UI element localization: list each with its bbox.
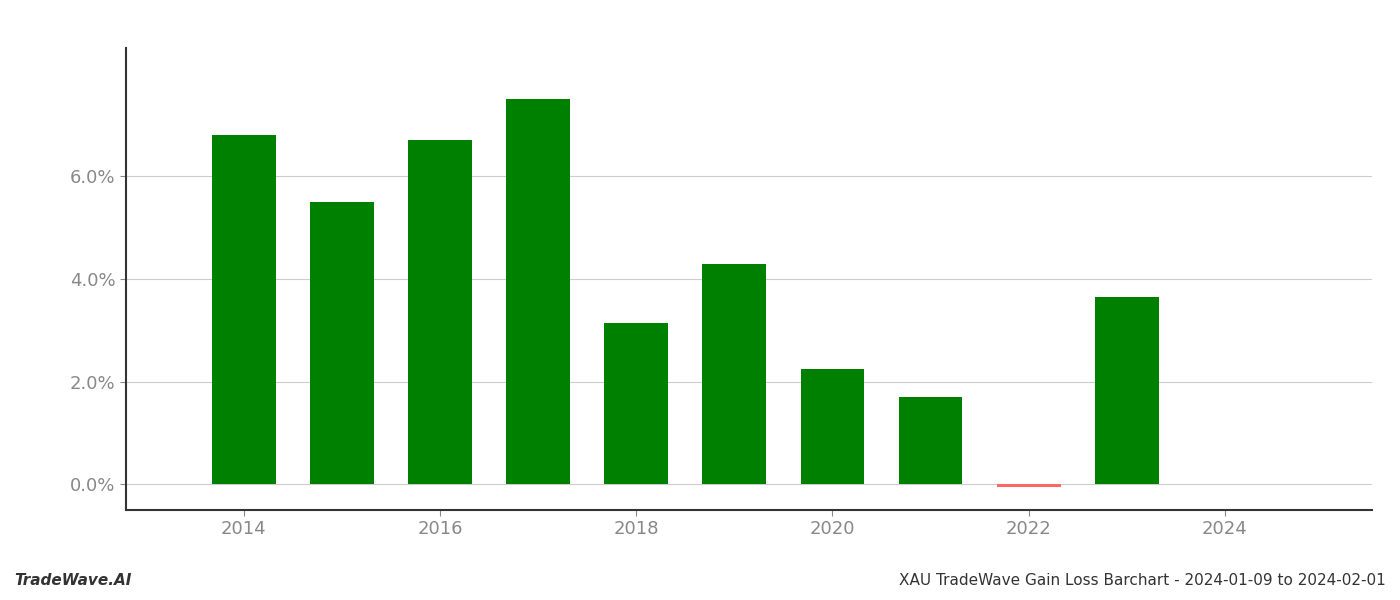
Bar	[703, 263, 766, 484]
Bar	[899, 397, 962, 484]
Bar	[211, 135, 276, 484]
Bar	[309, 202, 374, 484]
Bar	[997, 484, 1061, 487]
Bar	[605, 323, 668, 484]
Bar	[801, 369, 864, 484]
Bar	[407, 140, 472, 484]
Text: TradeWave.AI: TradeWave.AI	[14, 573, 132, 588]
Bar	[507, 100, 570, 484]
Text: XAU TradeWave Gain Loss Barchart - 2024-01-09 to 2024-02-01: XAU TradeWave Gain Loss Barchart - 2024-…	[899, 573, 1386, 588]
Bar	[1095, 297, 1159, 484]
